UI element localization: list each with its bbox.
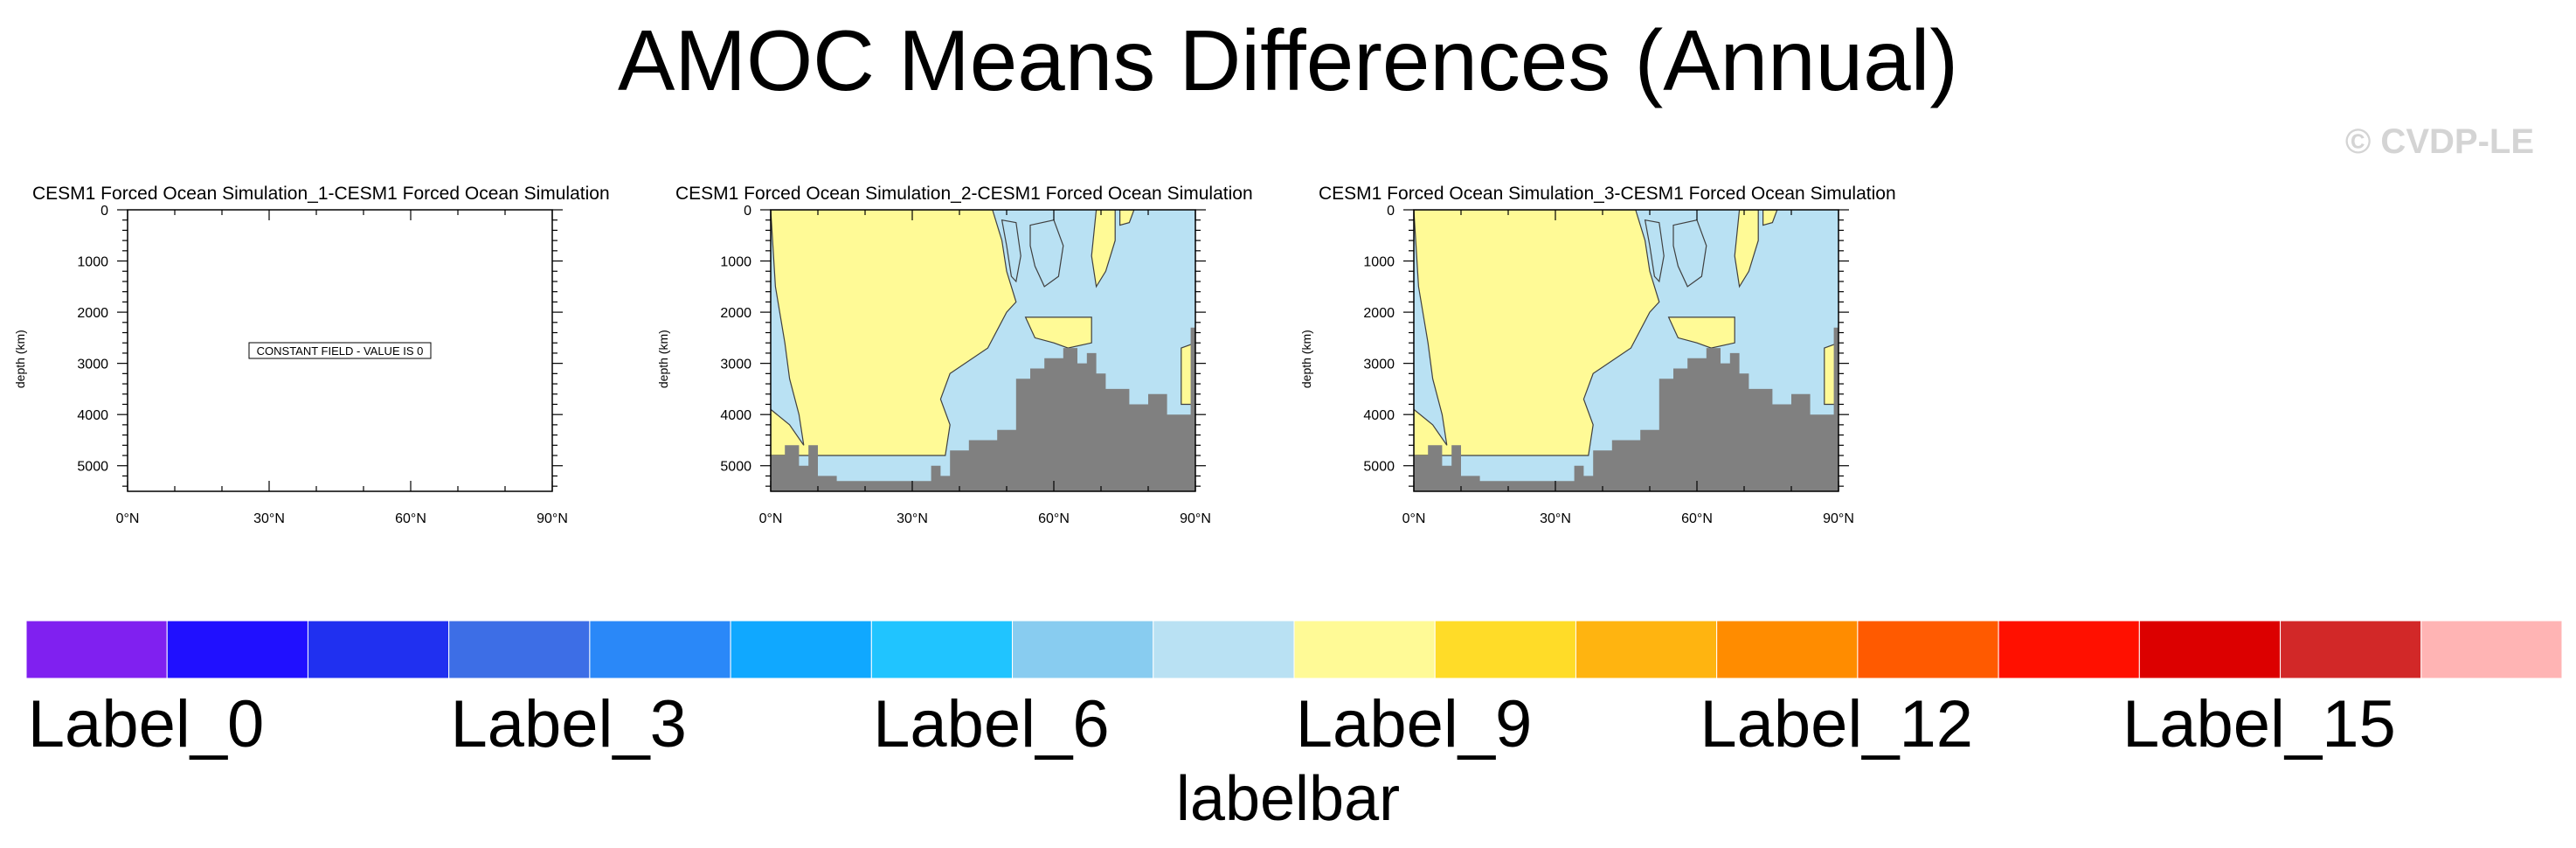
x-tick-label: 0°N: [116, 511, 140, 526]
bathymetry-mask: [771, 327, 1195, 491]
x-tick-label: 0°N: [1402, 511, 1426, 526]
panel-title: CESM1 Forced Ocean Simulation_2-CESM1 Fo…: [675, 184, 1253, 204]
plot-area: [771, 210, 1195, 491]
y-axis-label: depth (km): [656, 330, 670, 388]
labelbar-label: Label_9: [1296, 687, 1533, 761]
labelbar-label: Label_12: [1700, 687, 1973, 761]
labelbar-swatch: [1012, 620, 1154, 679]
labelbar-swatch: [1998, 620, 2140, 679]
x-tick-label: 90°N: [537, 511, 568, 526]
labelbar-swatch: [870, 620, 1014, 679]
labelbar-swatch: [25, 620, 168, 679]
labelbar-swatch: [1293, 620, 1436, 679]
y-tick-label: 5000: [720, 460, 751, 475]
labelbar-label: Label_6: [873, 687, 1110, 761]
plot-frame: [770, 209, 1196, 492]
x-tick-label: 30°N: [897, 511, 928, 526]
labelbar-swatch: [730, 620, 872, 679]
y-tick-label: 4000: [720, 408, 751, 423]
labelbar-swatch: [1857, 620, 1999, 679]
contour-region: [771, 210, 1017, 456]
contour-region: [1001, 219, 1021, 283]
contour-region: [1091, 210, 1116, 288]
y-tick-label: 5000: [77, 460, 108, 475]
labelbar-label: Label_15: [2122, 687, 2396, 761]
labelbar-title: labelbar: [1176, 764, 1400, 834]
chart-panel-1: CONSTANT FIELD - VALUE IS 0 CESM1 Forced …: [13, 184, 610, 526]
page-title: AMOC Means Differences (Annual): [617, 12, 1959, 108]
constant-field-box: [248, 342, 432, 359]
y-tick-label: 1000: [1363, 255, 1395, 270]
y-tick-label: 0: [1387, 204, 1395, 219]
labelbar-swatch: [1575, 620, 1718, 679]
labelbar-swatch: [2420, 620, 2563, 679]
y-tick-label: 2000: [720, 306, 751, 321]
contour-region: [1672, 219, 1707, 288]
labelbar-swatch: [307, 620, 450, 679]
contour-region: [1029, 219, 1064, 288]
contour-region: [1644, 219, 1665, 283]
labelbar-swatch: [166, 620, 308, 679]
contour-region: [1414, 210, 1660, 456]
panel-title: CESM1 Forced Ocean Simulation_1-CESM1 Fo…: [32, 184, 610, 204]
labelbar-label: Label_3: [450, 687, 687, 761]
y-axis-label: depth (km): [13, 330, 27, 388]
bathymetry-mask: [1414, 327, 1839, 491]
plot-frame: [127, 209, 553, 492]
y-tick-label: 3000: [1363, 358, 1395, 372]
x-tick-label: 60°N: [1038, 511, 1070, 526]
labelbar: Label_0 Label_3 Label_6 Label_9 Label_12 Labe…: [25, 620, 2563, 834]
labelbar-label: Label_0: [28, 687, 265, 761]
x-tick-label: 0°N: [759, 511, 783, 526]
chart-panel-3: CESM1 Forced Ocean Simulation_3-CESM1 Fo…: [1299, 184, 1896, 526]
labelbar-swatch: [2138, 620, 2282, 679]
labelbar-swatch: [448, 620, 591, 679]
y-tick-label: 1000: [720, 255, 751, 270]
y-tick-label: 0: [100, 204, 108, 219]
y-tick-label: 3000: [77, 358, 108, 372]
labelbar-swatch: [1434, 620, 1576, 679]
y-tick-label: 4000: [1363, 408, 1395, 423]
labelbar-swatch: [1716, 620, 1859, 679]
chart-panel-2: CESM1 Forced Ocean Simulation_2-CESM1 Fo…: [656, 184, 1253, 526]
y-tick-label: 3000: [720, 358, 751, 372]
x-tick-label: 60°N: [1681, 511, 1713, 526]
contour-region: [1734, 210, 1759, 288]
y-tick-label: 0: [744, 204, 751, 219]
y-tick-label: 1000: [77, 255, 108, 270]
y-tick-label: 2000: [1363, 306, 1395, 321]
labelbar-swatch: [1153, 620, 1295, 679]
plot-frame: [1413, 209, 1839, 492]
x-tick-label: 90°N: [1823, 511, 1854, 526]
y-axis-label: depth (km): [1299, 330, 1313, 388]
contour-region: [1762, 210, 1778, 226]
x-tick-label: 90°N: [1180, 511, 1211, 526]
constant-field-label: CONSTANT FIELD - VALUE IS 0: [257, 344, 424, 358]
x-tick-label: 60°N: [395, 511, 426, 526]
plot-area: [1414, 210, 1839, 491]
y-tick-label: 2000: [77, 306, 108, 321]
x-tick-label: 30°N: [1540, 511, 1571, 526]
x-tick-label: 30°N: [253, 511, 285, 526]
panel-title: CESM1 Forced Ocean Simulation_3-CESM1 Fo…: [1319, 184, 1896, 204]
y-tick-label: 5000: [1363, 460, 1395, 475]
y-tick-label: 4000: [77, 408, 108, 423]
labelbar-swatch: [589, 620, 731, 679]
watermark: © CVDP-LE: [2344, 122, 2534, 161]
contour-region: [1118, 210, 1135, 226]
labelbar-swatch: [2280, 620, 2422, 679]
